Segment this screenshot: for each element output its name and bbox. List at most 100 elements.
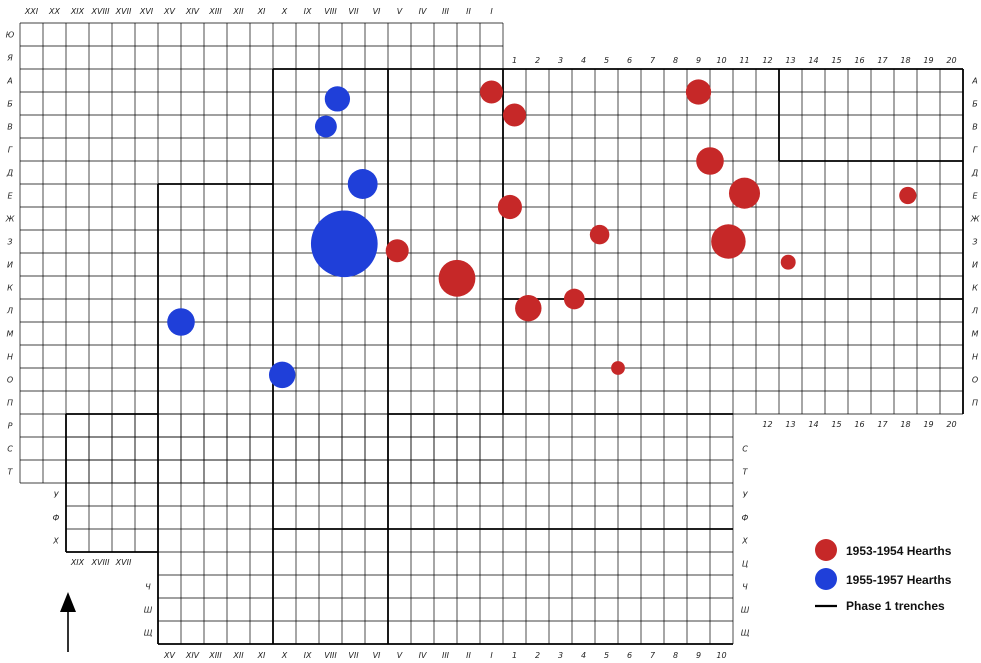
row-label-letter: П — [7, 399, 13, 408]
row-label-letter: Р — [8, 422, 13, 431]
column-label-number: 9 — [696, 56, 701, 65]
north-arrow — [60, 592, 76, 652]
column-label-roman: I — [490, 651, 493, 660]
column-label-roman: XIV — [185, 651, 200, 660]
column-label-roman: XVII — [115, 558, 132, 567]
legend-early-label: 1953-1954 Hearths — [846, 544, 952, 558]
hearth-1955-1957 — [314, 115, 337, 138]
column-label-number: 1 — [512, 651, 517, 660]
row-label-letter: Е — [7, 192, 13, 201]
legend-late-swatch — [815, 568, 837, 590]
column-label-number: 1 — [512, 56, 517, 65]
column-label-number: 6 — [627, 651, 632, 660]
column-label-number: 13 — [785, 420, 795, 429]
hearth-1953-1954 — [685, 79, 712, 105]
column-label-number: 12 — [762, 420, 772, 429]
column-label-roman: VIII — [324, 651, 337, 660]
row-label-letter: Д — [6, 169, 13, 178]
hearth-1955-1957 — [347, 169, 378, 199]
column-label-number: 9 — [696, 651, 701, 660]
column-label-number: 17 — [877, 56, 888, 65]
column-label-roman: X — [281, 7, 288, 16]
column-label-number: 7 — [650, 56, 656, 65]
column-label-roman: X — [281, 651, 288, 660]
row-label-letter: А — [6, 77, 12, 86]
column-label-roman: IV — [419, 651, 427, 660]
row-label-letter: К — [7, 284, 13, 293]
row-label-letter: Х — [741, 537, 748, 546]
column-label-roman: II — [466, 7, 471, 16]
column-label-number: 5 — [604, 651, 609, 660]
row-label-letter: Ц — [742, 560, 748, 569]
row-label-letter: Г — [8, 146, 13, 155]
column-label-roman: XIX — [70, 7, 85, 16]
column-label-number: 16 — [854, 420, 864, 429]
hearth-1953-1954 — [497, 194, 522, 220]
hearth-1955-1957 — [268, 361, 296, 389]
column-label-roman: VIII — [324, 7, 337, 16]
column-label-number: 10 — [716, 651, 726, 660]
row-label-letter: Д — [971, 169, 978, 178]
row-label-letter: Л — [971, 307, 978, 316]
column-label-roman: IX — [304, 7, 312, 16]
column-label-number: 10 — [716, 56, 726, 65]
column-label-number: 3 — [558, 651, 563, 660]
column-label-number: 20 — [946, 420, 956, 429]
hearth-markers — [167, 79, 917, 389]
row-label-letter: Н — [7, 353, 13, 362]
column-label-number: 18 — [900, 56, 910, 65]
column-label-number: 8 — [673, 651, 678, 660]
row-label-letter: Н — [972, 353, 978, 362]
column-label-number: 18 — [900, 420, 910, 429]
row-label-letter: Ю — [6, 31, 15, 40]
legend-late-label: 1955-1957 Hearths — [846, 573, 952, 587]
column-label-roman: XIII — [208, 7, 222, 16]
row-label-letter: Ш — [144, 606, 153, 615]
column-label-number: 11 — [739, 56, 749, 65]
legend: 1953-1954 Hearths 1955-1957 Hearths Phas… — [815, 539, 952, 613]
row-label-letter: И — [972, 261, 978, 270]
hearth-1955-1957 — [310, 210, 378, 278]
column-label-roman: IX — [304, 651, 312, 660]
column-label-roman: XIX — [70, 558, 85, 567]
row-label-letter: Я — [6, 54, 13, 63]
column-label-number: 19 — [923, 420, 933, 429]
north-arrow-icon — [60, 592, 76, 612]
column-label-number: 4 — [581, 56, 586, 65]
row-label-letter: О — [972, 376, 978, 385]
column-label-number: 3 — [558, 56, 563, 65]
row-label-letter: Ж — [970, 215, 980, 224]
hearth-1953-1954 — [503, 103, 526, 127]
row-label-letter: Л — [6, 307, 13, 316]
column-label-number: 14 — [808, 420, 818, 429]
row-label-letter: Ф — [742, 514, 749, 523]
column-label-number: 19 — [923, 56, 933, 65]
column-label-number: 2 — [535, 56, 540, 65]
hearth-1955-1957 — [324, 86, 351, 112]
row-label-letter: И — [7, 261, 13, 270]
column-label-number: 4 — [581, 651, 586, 660]
row-label-letter: Ч — [145, 583, 151, 592]
column-label-roman: XV — [163, 651, 175, 660]
column-label-roman: XX — [48, 7, 60, 16]
column-label-number: 15 — [831, 56, 841, 65]
row-label-letter: Т — [8, 468, 14, 477]
phase-1-trench-outlines — [65, 68, 964, 645]
row-label-letter: З — [972, 238, 977, 247]
row-label-letter: Щ — [144, 629, 153, 638]
hearth-1953-1954 — [899, 186, 917, 205]
column-label-number: 5 — [604, 56, 609, 65]
column-label-roman: VI — [373, 651, 381, 660]
row-label-letter: Г — [973, 146, 978, 155]
column-label-roman: XI — [257, 651, 266, 660]
hearth-1953-1954 — [780, 254, 796, 270]
column-label-roman: XII — [232, 7, 244, 16]
row-label-letter: Е — [972, 192, 978, 201]
row-label-letter: Б — [972, 100, 978, 109]
row-label-letter: П — [972, 399, 978, 408]
row-label-letter: З — [7, 238, 12, 247]
column-label-number: 16 — [854, 56, 864, 65]
row-label-letter: А — [971, 77, 977, 86]
row-label-letter: С — [742, 445, 748, 454]
